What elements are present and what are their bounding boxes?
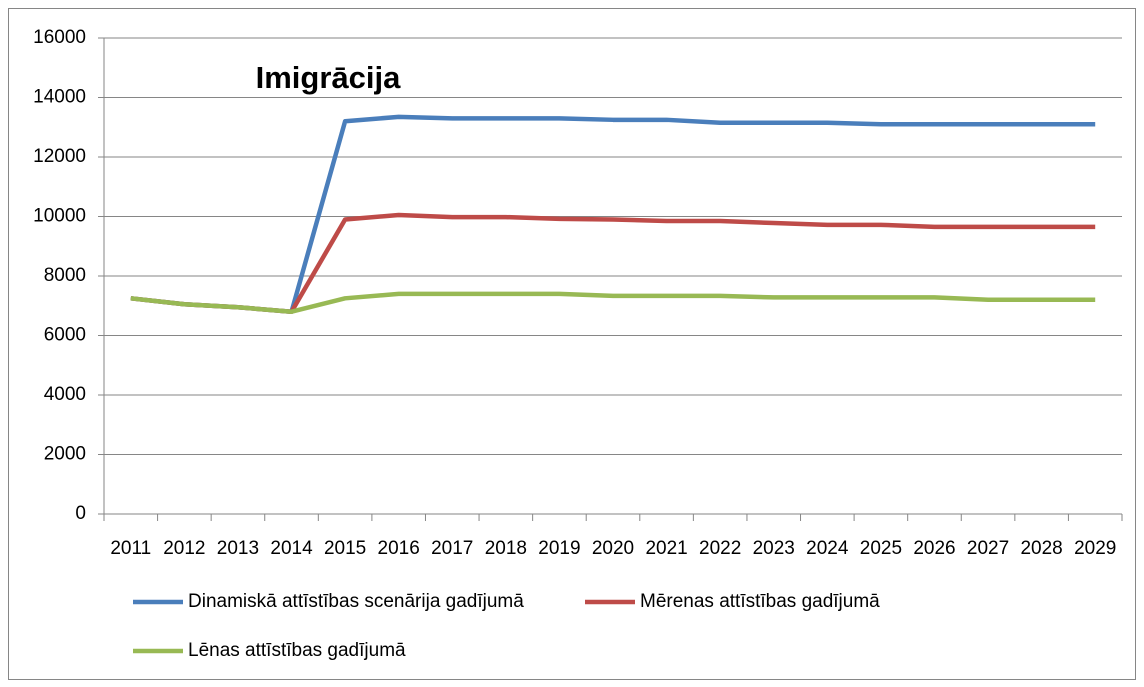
- chart-title: Imigrācija: [256, 60, 401, 95]
- x-tick-label: 2018: [485, 538, 527, 559]
- legend-label: Mērenas attīstības gadījumā: [640, 591, 880, 612]
- x-tick-label: 2017: [431, 538, 473, 559]
- x-tick-label: 2028: [1020, 538, 1062, 559]
- x-tick-label: 2027: [967, 538, 1009, 559]
- x-tick-label: 2021: [645, 538, 687, 559]
- y-tick-label: 12000: [33, 146, 86, 167]
- y-tick-label: 4000: [44, 384, 86, 405]
- y-tick-label: 14000: [33, 87, 86, 108]
- y-tick-label: 2000: [44, 444, 86, 465]
- y-tick-label: 10000: [33, 206, 86, 227]
- x-tick-label: 2024: [806, 538, 849, 559]
- x-tick-label: 2023: [753, 538, 795, 559]
- legend-label: Dinamiskā attīstības scenārija gadījumā: [188, 591, 524, 612]
- series-line: [130, 291, 1096, 314]
- x-tick-label: 2014: [270, 538, 313, 559]
- x-tick-label: 2011: [110, 538, 151, 559]
- x-tick-label: 2026: [913, 538, 955, 559]
- x-tick-label: 2012: [163, 538, 205, 559]
- y-tick-label: 0: [75, 503, 86, 524]
- x-tick-label: 2022: [699, 538, 741, 559]
- chart-border: [8, 8, 1136, 680]
- y-tick-label: 6000: [44, 325, 86, 346]
- x-tick-label: 2016: [378, 538, 420, 559]
- legend-label: Lēnas attīstības gadījumā: [188, 640, 406, 661]
- x-tick-label: 2020: [592, 538, 634, 559]
- x-tick-label: 2019: [538, 538, 580, 559]
- y-tick-label: 8000: [44, 265, 86, 286]
- x-tick-label: 2025: [860, 538, 902, 559]
- x-tick-label: 2013: [217, 538, 259, 559]
- y-tick-label: 16000: [33, 27, 86, 48]
- x-tick-label: 2015: [324, 538, 366, 559]
- x-tick-label: 2029: [1074, 538, 1116, 559]
